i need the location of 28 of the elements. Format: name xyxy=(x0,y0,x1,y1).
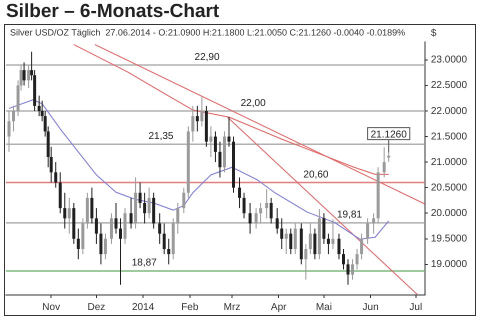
annotation: 21.1260 xyxy=(370,129,408,140)
y-tick-label: 23.0000 xyxy=(430,54,468,66)
y-tick-label: 20.0000 xyxy=(430,208,468,219)
ref-line-label: 18,87 xyxy=(132,258,158,269)
ref-line-label: 20,60 xyxy=(303,169,329,180)
ref-line-label: 19,81 xyxy=(336,210,362,221)
x-tick-label: Mai xyxy=(316,302,332,313)
chart-subtitle: Silver USD/OZ Täglich 27.06.2014 - O:21.0900 H:21.1800 L:21.0050 C:21.1260 -0.0040 -0.0189% xyxy=(10,27,406,38)
chart-title: Silber – 6-Monats-Chart xyxy=(5,0,220,24)
y-tick-label: 22.5000 xyxy=(430,80,468,92)
ref-line-label: 22,90 xyxy=(194,52,220,63)
y-tick-label: 21.5000 xyxy=(430,131,468,142)
y-tick-label: 19.0000 xyxy=(430,259,468,270)
x-tick-label: Jun xyxy=(362,302,379,313)
y-axis-title: $ xyxy=(430,28,437,39)
x-tick-label: Jul xyxy=(409,302,422,313)
x-tick-label: Mrz xyxy=(224,302,240,313)
x-tick-label: Apr xyxy=(270,302,288,313)
x-tick-label: Dez xyxy=(88,302,106,313)
y-tick-label: 20.5000 xyxy=(430,182,468,194)
y-tick-label: 19.5000 xyxy=(430,234,468,245)
x-tick-label: Feb xyxy=(181,302,199,313)
ref-line-label: 21,35 xyxy=(148,130,174,142)
x-tick-label: Nov xyxy=(42,302,60,313)
x-tick-label: 2014 xyxy=(132,302,155,313)
y-tick-label: 22.0000 xyxy=(430,106,468,117)
ref-line-label: 22,00 xyxy=(240,98,266,109)
y-tick-label: 21.0000 xyxy=(430,156,468,168)
